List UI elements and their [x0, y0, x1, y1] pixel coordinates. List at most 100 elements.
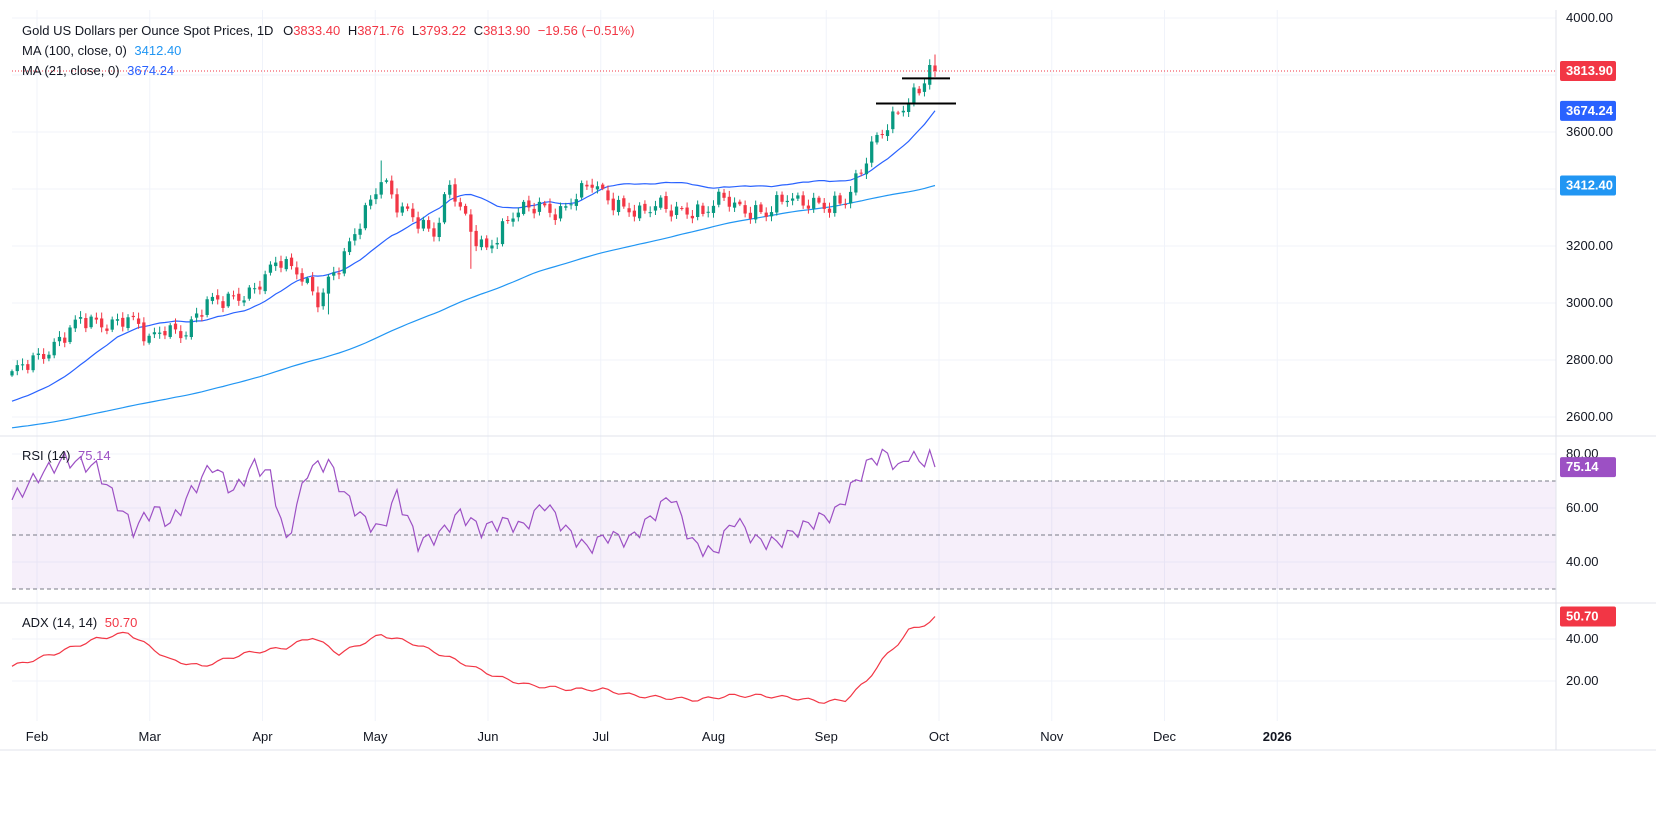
price-tags: 3813.90 3674.24 3412.40 75.14 50.70 — [1560, 61, 1616, 627]
candle-body — [701, 205, 705, 214]
candle — [680, 206, 684, 211]
candle — [933, 54, 937, 77]
candle-body — [664, 196, 668, 210]
candle-body — [616, 199, 621, 213]
time-tick-label: May — [363, 729, 388, 744]
candle — [68, 325, 72, 345]
candle — [453, 178, 457, 207]
candle — [337, 267, 341, 280]
candle-body — [421, 219, 426, 229]
candle — [611, 192, 615, 216]
candle-body — [759, 204, 763, 213]
price-axis[interactable]: 4000.00 3600.00 3200.00 3000.00 2800.00 2600.… — [1566, 10, 1613, 688]
candle — [706, 206, 710, 218]
candle-body — [374, 194, 378, 200]
candle-body — [68, 327, 72, 343]
rsi-line — [11, 447, 936, 558]
candle — [179, 325, 183, 344]
candle-body — [917, 88, 921, 94]
candle — [817, 195, 821, 205]
candle — [332, 266, 336, 281]
candle-body — [843, 204, 847, 206]
candle — [827, 202, 832, 218]
candle-body — [722, 192, 726, 198]
candle — [374, 188, 378, 205]
candle-body — [885, 130, 890, 137]
candle-body — [569, 204, 573, 206]
candle-body — [485, 238, 489, 248]
candle-body — [337, 273, 341, 275]
candle — [622, 195, 626, 209]
candle — [674, 201, 679, 219]
candle — [500, 218, 505, 247]
candle — [495, 237, 499, 250]
last-price-tag-text: 3813.90 — [1566, 63, 1613, 78]
candle-body — [427, 220, 431, 229]
candle — [875, 132, 879, 145]
candle-body — [379, 182, 383, 195]
candle — [411, 203, 415, 222]
last-price-tag: 3813.90 — [1560, 61, 1616, 82]
candle-body — [94, 317, 99, 320]
candle-body — [622, 198, 626, 207]
time-tick-label: Sep — [815, 729, 838, 744]
candle-body — [864, 163, 869, 175]
candle — [479, 235, 484, 251]
candle-body — [474, 230, 478, 247]
time-axis[interactable]: Feb Mar Apr May Jun Jul Aug Sep Oct Nov Dec 2026 — [26, 729, 1292, 744]
candle-body — [158, 332, 162, 334]
candle-body — [78, 317, 83, 319]
candle-body — [822, 202, 826, 209]
candle — [300, 268, 304, 286]
ma21-legend: MA (21, close, 0) 3674.24 — [22, 63, 174, 78]
candle — [321, 288, 325, 310]
candle — [822, 198, 826, 213]
time-tick-label: Aug — [702, 729, 725, 744]
candle-body — [754, 205, 758, 220]
candle — [848, 186, 853, 209]
candle-body — [284, 259, 288, 270]
candle-body — [332, 272, 336, 276]
candle — [685, 202, 689, 219]
adx-label: ADX (14, 14) — [22, 615, 98, 630]
candle — [469, 209, 473, 269]
candle-body — [590, 184, 594, 188]
ma21-price-tag: 3674.24 — [1560, 100, 1616, 121]
candle — [727, 190, 731, 212]
candle-body — [226, 293, 230, 307]
candle — [743, 200, 747, 218]
candle-body — [780, 194, 784, 202]
low-value: 3793.22 — [419, 23, 467, 38]
ma21-line — [11, 110, 936, 402]
candle-body — [585, 184, 589, 187]
candle-body — [200, 315, 204, 317]
candle — [769, 206, 774, 222]
candle-body — [748, 212, 753, 219]
candle-body — [105, 328, 109, 331]
candle — [205, 296, 209, 318]
candle — [384, 178, 389, 184]
candle-body — [817, 197, 821, 203]
candle-body — [490, 245, 494, 249]
candle — [648, 206, 652, 218]
price-tick-label: 3600.00 — [1566, 124, 1613, 139]
candle-body — [363, 205, 368, 229]
candle-body — [790, 198, 795, 201]
candle-body — [358, 228, 362, 235]
candle-body — [258, 286, 262, 290]
candle-body — [384, 180, 389, 182]
candle-body — [479, 239, 484, 248]
candle — [284, 256, 288, 272]
candle — [274, 256, 278, 271]
indicator-levels — [12, 480, 1556, 590]
candle — [42, 348, 46, 364]
candle — [258, 280, 262, 295]
candle-body — [564, 206, 568, 208]
candle — [400, 202, 404, 216]
candle-body — [606, 190, 610, 201]
candle — [110, 316, 114, 333]
time-tick-label: Jul — [592, 729, 609, 744]
candle — [73, 315, 77, 332]
candle-body — [743, 205, 747, 214]
